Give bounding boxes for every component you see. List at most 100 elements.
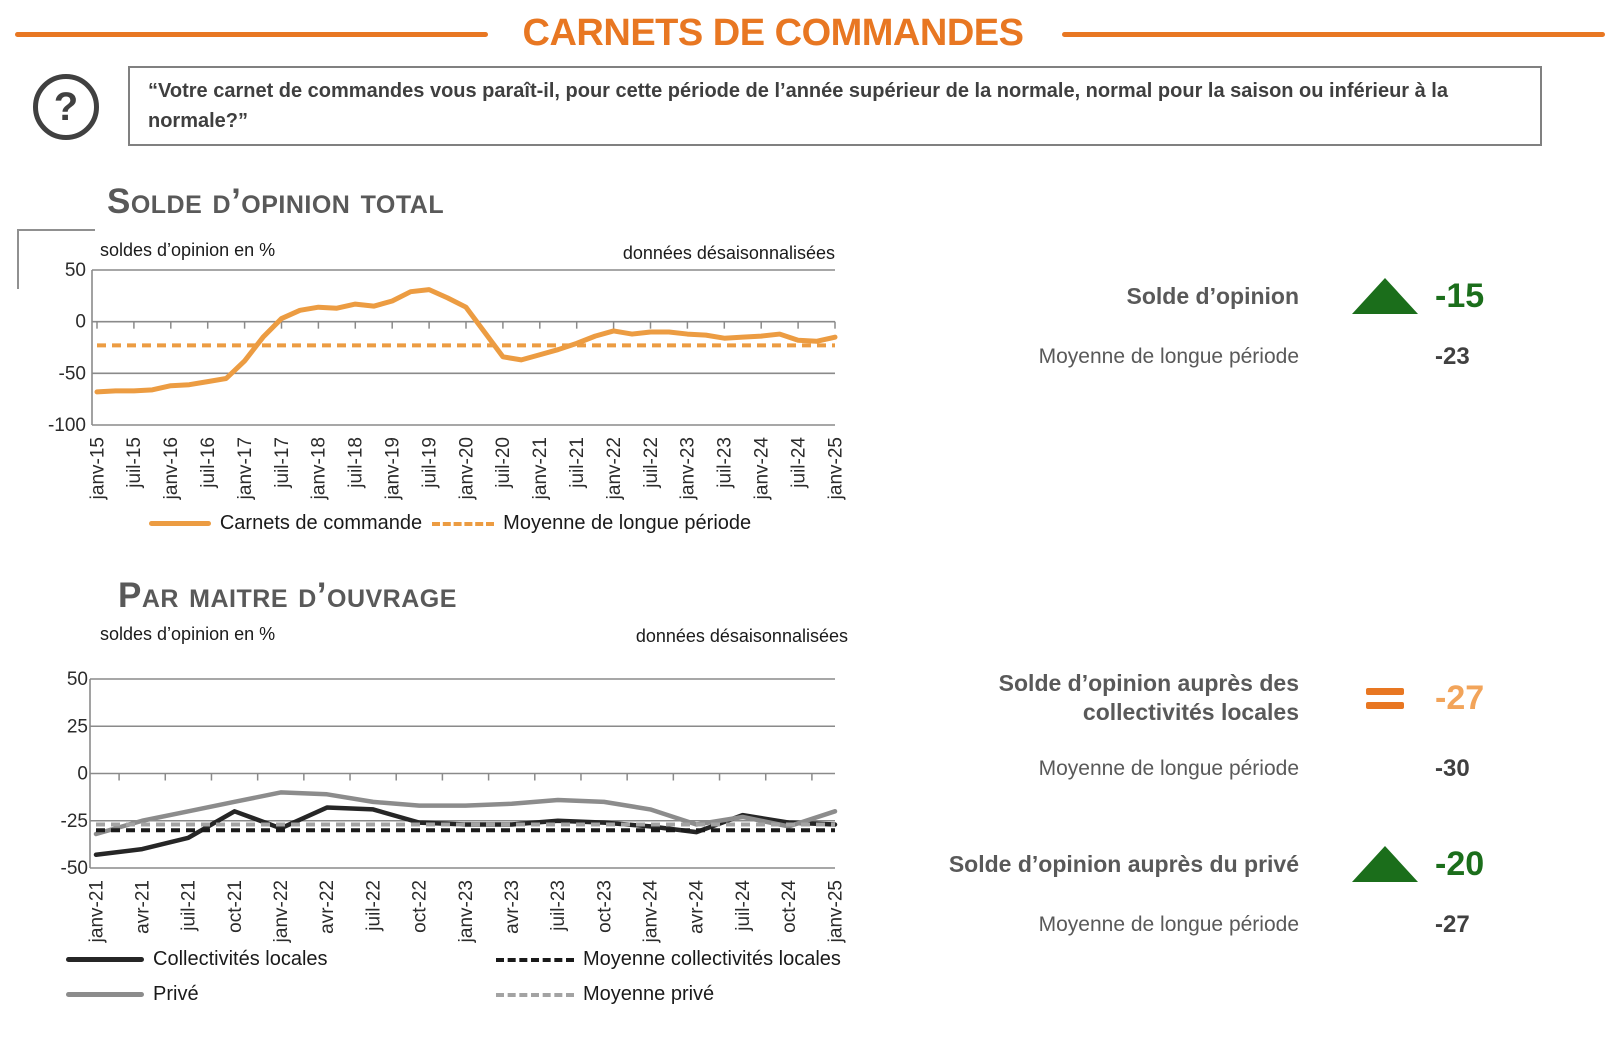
opinion-prive-label: Solde d’opinion auprès du privé: [948, 850, 1299, 877]
seasonal-note-ouvrage: données désaisonnalisées: [635, 626, 848, 646]
svg-text:juil-17: juil-17: [272, 437, 293, 489]
legend-label-moyenne: Moyenne de longue période: [503, 512, 752, 534]
svg-text:janv-22: janv-22: [271, 880, 292, 943]
opinion-collectivites-label: Solde d’opinion auprès des collectivités…: [998, 670, 1299, 725]
svg-text:juil-18: juil-18: [346, 437, 367, 489]
orange-line-sample: [148, 521, 211, 526]
svg-text:juil-20: juil-20: [493, 437, 514, 489]
svg-text:janv-24: janv-24: [641, 880, 662, 944]
unit-note-ouvrage: soldes d’opinion en %: [100, 624, 276, 644]
legend-item-collectivites: Collectivités locales: [66, 948, 496, 971]
svg-text:avr-21: avr-21: [132, 880, 153, 934]
average-collectivites-value: -30: [1435, 755, 1470, 782]
green-triangle-icon: [1352, 846, 1418, 882]
green-triangle-icon: [1352, 278, 1418, 314]
section-title-total: Solde d’opinion total: [107, 182, 445, 221]
svg-text:avr-23: avr-23: [502, 880, 523, 934]
orange-dashed-sample: [432, 521, 495, 526]
svg-text:juil-23: juil-23: [715, 437, 736, 489]
svg-text:-50: -50: [59, 363, 86, 384]
svg-text:50: 50: [67, 669, 88, 690]
trend-up-icon: [1335, 278, 1435, 314]
svg-text:janv-16: janv-16: [161, 437, 182, 500]
svg-text:0: 0: [77, 764, 88, 785]
corner-bracket-decoration: [17, 229, 95, 289]
stats-panel-total: Solde d’opinion -15 Moyenne de longue pé…: [945, 263, 1555, 385]
svg-text:oct-23: oct-23: [594, 880, 615, 933]
legend-item-carnets: Carnets de commande: [148, 512, 423, 535]
opinion-collectivites-value: -27: [1435, 678, 1485, 717]
svg-text:oct-22: oct-22: [410, 880, 431, 933]
svg-text:juil-21: juil-21: [179, 880, 200, 932]
seasonal-note-total: données désaisonnalisées: [622, 243, 835, 263]
orange-equals-icon: [1366, 687, 1404, 709]
svg-text:-25: -25: [61, 811, 88, 832]
trend-equal-icon: [1335, 687, 1435, 709]
legend-label-moyenne-prive: Moyenne privé: [583, 983, 715, 1005]
black-line-sample: [66, 957, 144, 962]
svg-text:oct-24: oct-24: [779, 880, 800, 933]
svg-text:juil-19: juil-19: [419, 437, 440, 489]
unit-note-total: soldes d’opinion en %: [100, 240, 276, 260]
svg-text:janv-25: janv-25: [825, 880, 846, 943]
average-prive-label: Moyenne de longue période: [1038, 912, 1299, 936]
svg-text:janv-17: janv-17: [235, 437, 256, 500]
svg-text:juil-15: juil-15: [124, 437, 145, 489]
stats-panel-ouvrage: Solde d’opinion auprès des collectivités…: [945, 655, 1555, 953]
opinion-prive-value: -20: [1435, 844, 1485, 883]
legend-item-moyenne: Moyenne de longue période: [432, 512, 751, 535]
svg-text:janv-18: janv-18: [309, 437, 330, 500]
average-prive-value: -27: [1435, 911, 1470, 938]
question-box: “Votre carnet de commandes vous paraît-i…: [128, 66, 1542, 146]
chart-ouvrage-legend: Collectivités locales Moyenne collectivi…: [66, 948, 841, 1006]
svg-text:0: 0: [75, 312, 86, 333]
question-mark-icon: ?: [33, 74, 99, 140]
svg-text:juil-21: juil-21: [567, 437, 588, 489]
svg-text:-100: -100: [48, 415, 86, 436]
svg-text:juil-23: juil-23: [548, 880, 569, 932]
black-dashed-sample: [496, 957, 574, 962]
section-title-ouvrage: Par maitre d’ouvrage: [118, 576, 457, 615]
svg-text:janv-22: janv-22: [604, 437, 625, 500]
question-text: “Votre carnet de commandes vous paraît-i…: [148, 80, 1448, 132]
gray-dashed-sample: [496, 992, 574, 997]
svg-text:-50: -50: [61, 858, 88, 879]
svg-text:janv-21: janv-21: [530, 437, 551, 500]
header-rule-left: [15, 32, 488, 37]
svg-text:50: 50: [65, 260, 86, 281]
svg-text:avr-22: avr-22: [317, 880, 338, 934]
average-total-label: Moyenne de longue période: [1038, 344, 1299, 368]
svg-text:janv-21: janv-21: [86, 880, 107, 943]
trend-up-icon-prive: [1335, 846, 1435, 882]
svg-text:janv-23: janv-23: [678, 437, 699, 500]
svg-text:janv-24: janv-24: [751, 437, 772, 501]
legend-label-prive: Privé: [153, 983, 199, 1005]
svg-text:oct-21: oct-21: [225, 880, 246, 933]
legend-item-moyenne-prive: Moyenne privé: [496, 983, 841, 1006]
svg-text:juil-22: juil-22: [363, 880, 384, 932]
svg-text:janv-15: janv-15: [87, 437, 108, 500]
svg-text:janv-23: janv-23: [456, 880, 477, 943]
chart-total-legend: Carnets de commande Moyenne de longue pé…: [30, 512, 870, 535]
legend-label-collectivites: Collectivités locales: [153, 948, 328, 970]
average-collectivites-label: Moyenne de longue période: [1038, 756, 1299, 780]
legend-item-prive: Privé: [66, 983, 496, 1006]
svg-text:juil-16: juil-16: [198, 437, 219, 489]
svg-text:janv-20: janv-20: [456, 437, 477, 500]
svg-text:juil-24: juil-24: [788, 437, 809, 489]
opinion-total-label: Solde d’opinion: [1126, 282, 1299, 309]
svg-text:avr-24: avr-24: [687, 880, 708, 934]
svg-text:janv-19: janv-19: [382, 437, 403, 500]
header-rule-right: [1062, 32, 1605, 37]
page-title: CARNETS DE COMMANDES: [522, 12, 1024, 54]
legend-item-moyenne-collectivites: Moyenne collectivités locales: [496, 948, 841, 971]
legend-label-carnets: Carnets de commande: [219, 512, 423, 534]
svg-text:25: 25: [67, 716, 88, 737]
average-total-value: -23: [1435, 343, 1470, 370]
svg-text:juil-24: juil-24: [733, 880, 754, 932]
gray-line-sample: [66, 992, 144, 997]
opinion-total-value: -15: [1435, 276, 1485, 315]
legend-label-moyenne-collectivites: Moyenne collectivités locales: [583, 948, 841, 970]
